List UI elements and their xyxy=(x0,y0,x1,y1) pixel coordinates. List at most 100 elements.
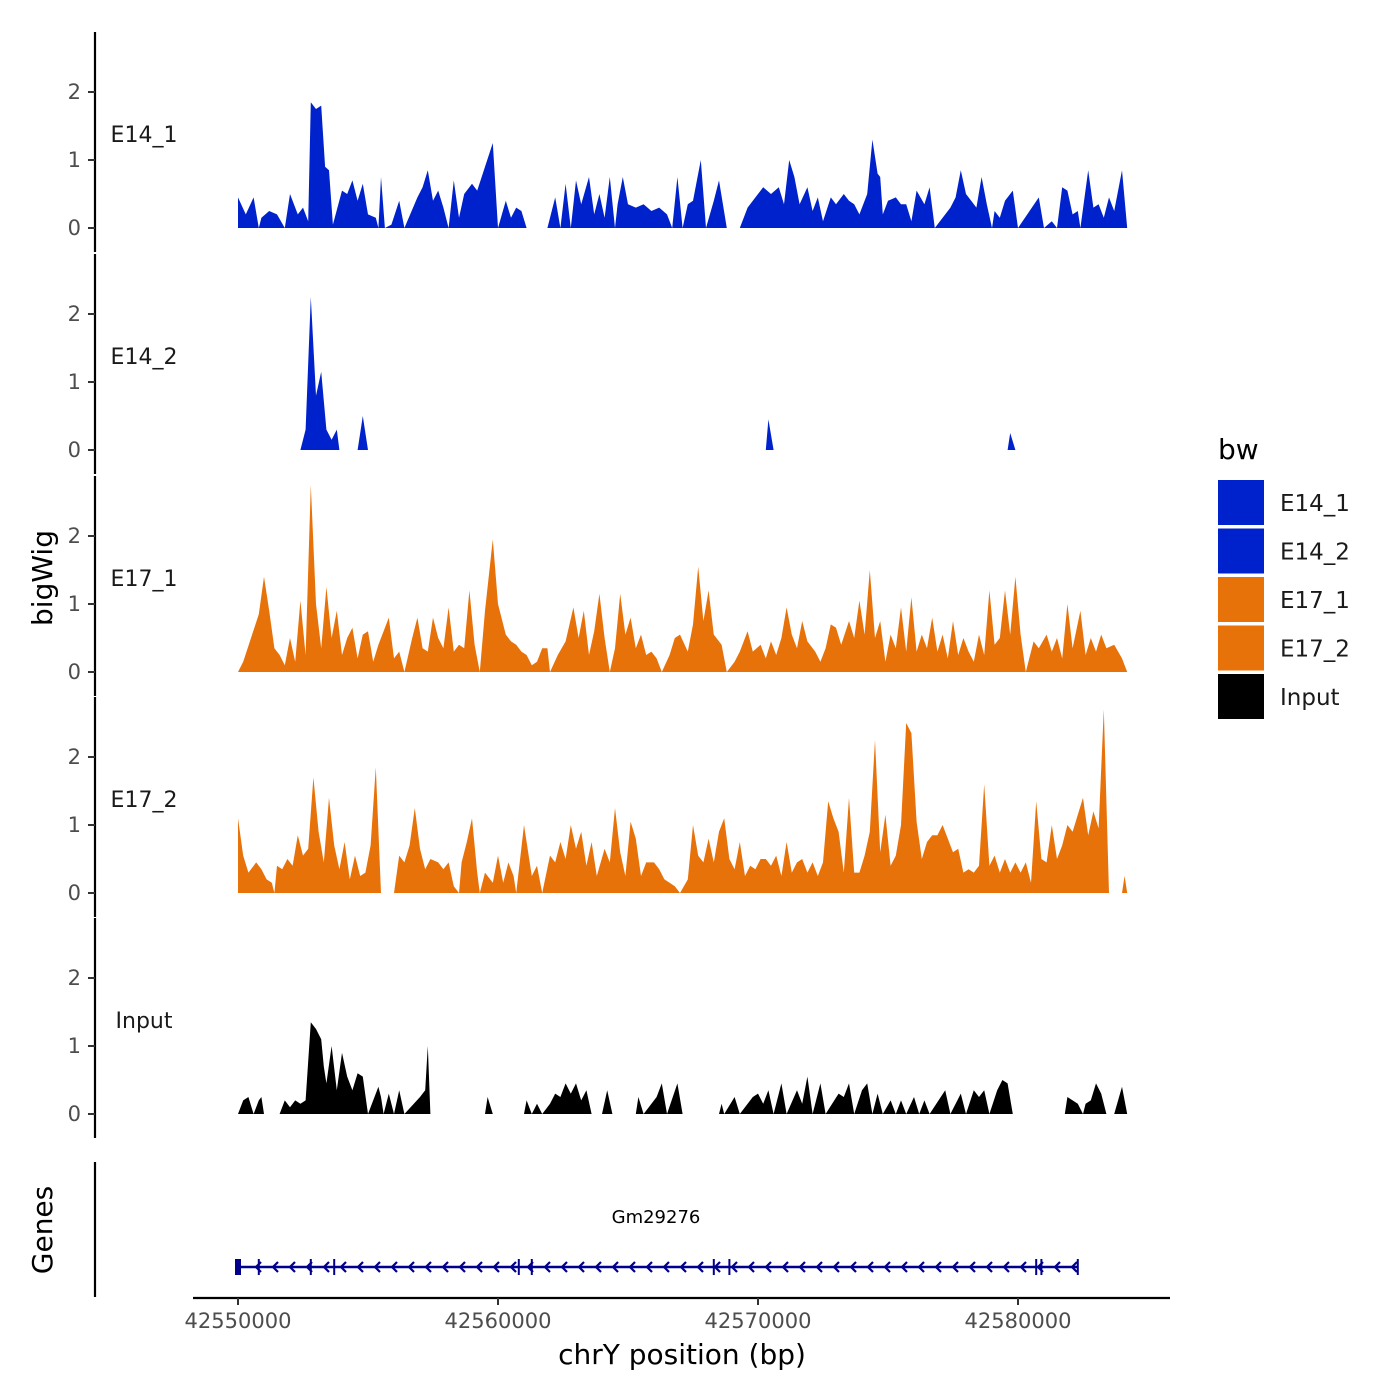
legend-item: Input xyxy=(1218,674,1340,719)
strand-arrow xyxy=(832,1261,840,1273)
x-tick-label: 42570000 xyxy=(705,1309,812,1333)
gene-track: Gm29276 xyxy=(93,1162,1079,1297)
strand-arrow xyxy=(390,1261,398,1273)
track-e14-1: 0 1 2 E14_1 xyxy=(68,32,1128,252)
track-label: E17_2 xyxy=(111,788,178,813)
y-tick-label: 1 xyxy=(68,148,81,172)
strand-arrow xyxy=(1019,1261,1027,1273)
y-tick-label: 0 xyxy=(68,1102,81,1126)
legend: bw E14_1 E14_2 E17_1 E17_2 Input xyxy=(1218,433,1350,719)
track-label: E17_1 xyxy=(111,567,178,592)
legend-item: E17_1 xyxy=(1218,577,1350,622)
strand-arrow xyxy=(679,1261,687,1273)
strand-arrow xyxy=(1070,1261,1078,1273)
y-tick-label: 1 xyxy=(68,592,81,616)
legend-label: Input xyxy=(1280,685,1340,711)
signal-area-e17-2 xyxy=(238,709,1128,893)
track-e14-2: 0 1 2 E14_2 xyxy=(68,254,1128,474)
strand-arrow xyxy=(883,1261,891,1273)
strand-arrow xyxy=(594,1261,602,1273)
strand-arrow xyxy=(900,1261,908,1273)
legend-swatch xyxy=(1218,625,1264,671)
strand-arrow xyxy=(951,1261,959,1273)
strand-arrow xyxy=(1053,1261,1061,1273)
strand-arrow xyxy=(628,1261,636,1273)
y-tick-label: 0 xyxy=(68,216,81,240)
x-axis: 42550000 42560000 42570000 42580000 xyxy=(185,1296,1170,1333)
strand-arrow xyxy=(747,1261,755,1273)
strand-arrow xyxy=(781,1261,789,1273)
legend-swatch xyxy=(1218,674,1264,719)
strand-arrow xyxy=(271,1261,279,1273)
strand-arrow xyxy=(798,1261,806,1273)
strand-arrow xyxy=(339,1261,347,1273)
y-tick-label: 1 xyxy=(68,813,81,837)
signal-area-e14-1 xyxy=(238,102,1128,228)
strand-arrow xyxy=(458,1261,466,1273)
y-axis-title: bigWig xyxy=(26,530,59,626)
legend-item: E14_1 xyxy=(1218,480,1350,525)
legend-item: E17_2 xyxy=(1218,625,1350,671)
legend-label: E14_1 xyxy=(1280,491,1350,517)
y-tick-label: 2 xyxy=(68,745,81,769)
strand-arrow xyxy=(492,1261,500,1273)
y-tick-label: 2 xyxy=(68,524,81,548)
y-tick-label: 1 xyxy=(68,1034,81,1058)
strand-arrow xyxy=(407,1261,415,1273)
strand-arrow xyxy=(509,1261,517,1273)
x-tick-label: 42560000 xyxy=(445,1309,552,1333)
y-tick-label: 2 xyxy=(68,80,81,104)
strand-arrow xyxy=(322,1261,330,1273)
strand-arrow xyxy=(611,1261,619,1273)
y-tick-label: 0 xyxy=(68,438,81,462)
strand-arrow xyxy=(849,1261,857,1273)
track-label: Input xyxy=(116,1009,173,1034)
strand-arrow xyxy=(917,1261,925,1273)
legend-swatch xyxy=(1218,528,1264,574)
signal-area-e14-2 xyxy=(238,297,1128,450)
legend-swatch xyxy=(1218,480,1264,525)
strand-arrow xyxy=(730,1261,738,1273)
y-tick-label: 0 xyxy=(68,660,81,684)
strand-arrow xyxy=(475,1261,483,1273)
gene-name: Gm29276 xyxy=(612,1207,701,1228)
strand-arrow xyxy=(441,1261,449,1273)
strand-arrow xyxy=(662,1261,670,1273)
strand-arrow xyxy=(1002,1261,1010,1273)
legend-swatch xyxy=(1218,577,1264,622)
strand-arrow xyxy=(424,1261,432,1273)
signal-area-e17-1 xyxy=(238,485,1128,672)
strand-arrow xyxy=(696,1261,704,1273)
signal-area-input xyxy=(238,1022,1128,1114)
strand-arrow xyxy=(356,1261,364,1273)
strand-arrow xyxy=(934,1261,942,1273)
y-tick-label: 2 xyxy=(68,302,81,326)
x-tick-label: 42550000 xyxy=(185,1309,292,1333)
track-input: 0 1 2 Input xyxy=(68,918,1128,1138)
strand-arrow xyxy=(577,1261,585,1273)
strand-arrow xyxy=(373,1261,381,1273)
legend-title: bw xyxy=(1218,433,1259,466)
y-tick-label: 0 xyxy=(68,881,81,905)
strand-arrow xyxy=(866,1261,874,1273)
legend-label: E17_2 xyxy=(1280,637,1350,663)
strand-arrow xyxy=(815,1261,823,1273)
y-tick-label: 2 xyxy=(68,966,81,990)
genes-axis-title: Genes xyxy=(26,1186,59,1274)
legend-label: E14_2 xyxy=(1280,540,1350,566)
track-label: E14_2 xyxy=(111,345,178,370)
legend-item: E14_2 xyxy=(1218,528,1350,574)
strand-arrow xyxy=(985,1261,993,1273)
track-e17-2: 0 1 2 E17_2 xyxy=(68,697,1128,917)
x-tick-label: 42580000 xyxy=(965,1309,1072,1333)
strand-arrow xyxy=(560,1261,568,1273)
strand-arrow xyxy=(764,1261,772,1273)
y-tick-label: 1 xyxy=(68,370,81,394)
strand-arrow xyxy=(713,1261,721,1273)
strand-arrow xyxy=(288,1261,296,1273)
legend-label: E17_1 xyxy=(1280,588,1350,614)
strand-arrow xyxy=(543,1261,551,1273)
strand-arrow xyxy=(645,1261,653,1273)
strand-arrow xyxy=(968,1261,976,1273)
